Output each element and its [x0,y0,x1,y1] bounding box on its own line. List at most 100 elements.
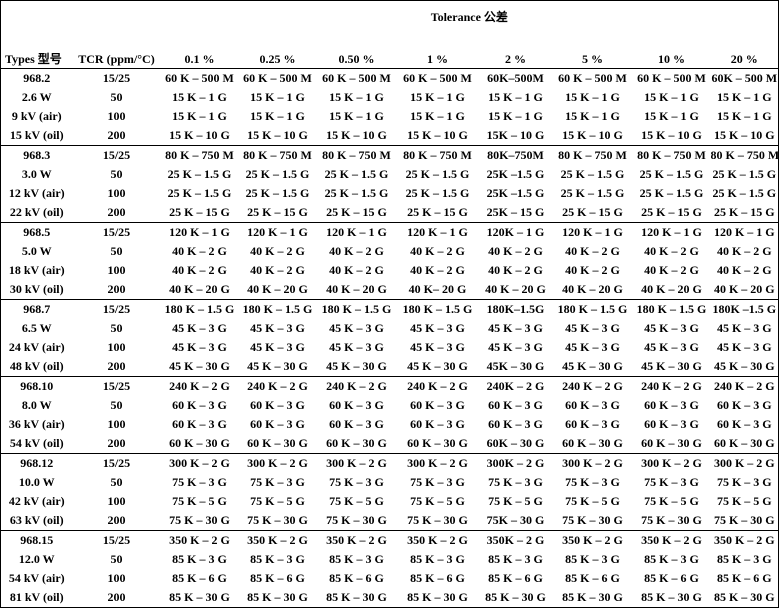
range-cell: 45 K – 3 G [644,340,699,354]
range-cell: 40 K – 2 G [250,244,305,258]
range-cell: 75 K – 30 G [326,513,387,527]
range-cell: 85 K – 30 G [326,590,387,604]
range-cell: 25 K – 1.5 G [167,186,232,200]
range-cell: 40 K – 2 G [329,244,384,258]
range-cell: 25 K – 1.5 G [167,167,232,181]
range-cell: 45K – 30 G [486,359,545,373]
tcr-cell: 200 [107,205,126,219]
range-cell: 120 K – 1 G [552,222,633,242]
type-cell: 5.0 W [21,244,52,258]
tolerance-heading: Tolerance 公差 [430,10,508,24]
tcr-cell: 50 [110,552,123,566]
table-row: 12.0 W 50 85 K – 3 G 85 K – 3 G 85 K – 3 G 85… [1,550,779,569]
range-cell: 240 K – 2 G [160,376,239,396]
table-row: 9 kV (air) 100 15 K – 1 G 15 K – 1 G 15 K – … [1,107,779,126]
range-cell: 15 K – 1 G [329,90,384,104]
tcr-cell: 50 [110,321,123,335]
range-cell: 75 K – 5 G [410,494,465,508]
table-row: 81 kV (oil) 200 85 K – 30 G 85 K – 30 G 85 K… [1,588,779,608]
range-cell: 60 K – 500 M [552,68,633,88]
range-cell: 40 K – 2 G [488,244,543,258]
range-cell: 85 K – 6 G [644,571,699,585]
range-cell: 85 K – 3 G [172,552,227,566]
header-row: Tolerance 公差 [1,1,779,34]
range-cell: 180 K – 1.5 G [160,299,239,319]
type-cell: 968.7 [0,299,73,319]
range-cell: 45 K – 30 G [562,359,623,373]
range-cell: 180 K – 1.5 G [316,299,397,319]
range-cell: 25 K – 1.5 G [324,167,389,181]
range-cell: 60 K – 30 G [713,436,775,450]
range-cell: 45 K – 3 G [716,340,772,354]
range-cell: 60 K – 3 G [172,398,227,412]
range-cell: 45 K – 3 G [716,321,772,335]
range-cell: 60 K – 3 G [716,417,772,431]
range-cell: 15 K – 1 G [250,109,305,123]
type-cell: 8.0 W [21,398,52,412]
tcr-cell: 15/25 [72,145,161,165]
range-cell: 45 K – 3 G [644,321,699,335]
range-cell: 300 K – 2 G [710,453,779,473]
range-cell: 75 K – 3 G [410,475,465,489]
range-cell: 75 K – 30 G [641,513,702,527]
range-cell: 60K – 30 G [486,436,545,450]
range-cell: 75 K – 3 G [488,475,543,489]
range-cell: 60 K – 3 G [488,398,543,412]
table-row: 2.6 W 50 15 K – 1 G 15 K – 1 G 15 K – 1 G 15 … [1,88,779,107]
range-cell: 45 K – 30 G [641,359,702,373]
range-cell: 60 K – 500 M [632,68,711,88]
range-cell: 180 K – 1.5 G [396,299,479,319]
range-cell: 300 K – 2 G [316,453,397,473]
tcr-cell: 15/25 [72,530,161,550]
range-cell: 80 K – 750 M [552,145,633,165]
header-spacer [1,1,161,34]
range-cell: 75 K – 5 G [329,494,384,508]
range-cell: 85 K – 3 G [565,552,620,566]
range-cell: 15 K – 1 G [410,109,465,123]
range-cell: 25 K – 1.5 G [405,167,470,181]
range-cell: 300K – 2 G [478,453,553,473]
range-cell: 85 K – 30 G [713,590,775,604]
tcr-cell: 15/25 [72,299,161,319]
range-cell: 15 K – 1 G [716,90,772,104]
range-cell: 240 K – 2 G [396,376,479,396]
header-row: Types 型号 TCR (ppm/°C) 0.1 % 0.25 % 0.50 % 1 %… [0,33,779,69]
range-cell: 25 K – 1.5 G [639,167,704,181]
type-cell: 968.10 [0,376,73,396]
range-cell: 350 K – 2 G [396,530,479,550]
table-row: 18 kV (air) 100 40 K – 2 G 40 K – 2 G 40 K –… [1,261,779,280]
range-cell: 350 K – 2 G [316,530,397,550]
type-cell: 9 kV (air) [11,109,62,123]
range-cell: 40 K – 2 G [410,244,465,258]
range-cell: 75 K – 3 G [250,475,305,489]
type-cell: 81 kV (oil) [9,590,64,604]
range-cell: 60 K – 3 G [172,417,227,431]
type-cell: 54 kV (air) [8,571,65,585]
range-cell: 75K – 30 G [486,513,545,527]
range-cell: 40 K – 20 G [326,282,387,296]
type-cell: 30 kV (oil) [9,282,64,296]
tcr-cell: 50 [110,244,123,258]
range-cell: 60 K – 30 G [326,436,387,450]
tcr-cell: 15/25 [72,222,161,242]
range-cell: 60 K – 500 M [396,68,479,88]
range-cell: 350 K – 2 G [632,530,711,550]
table-row: 6.5 W 50 45 K – 3 G 45 K – 3 G 45 K – 3 G 45 … [1,319,779,338]
tcr-cell: 50 [110,90,123,104]
range-cell: 60 K – 3 G [410,398,465,412]
tcr-cell: 100 [107,494,126,508]
range-cell: 25 K – 15 G [641,205,702,219]
range-cell: 80 K – 750 M [160,145,239,165]
range-cell: 60 K – 3 G [250,398,305,412]
range-cell: 40 K – 20 G [485,282,546,296]
range-cell: 60 K – 30 G [641,436,702,450]
range-cell: 15 K – 1 G [410,90,465,104]
range-cell: 85 K – 30 G [485,590,546,604]
column-header: 0.1 % [160,33,239,69]
range-cell: 60 K – 3 G [410,417,465,431]
range-cell: 45 K – 3 G [329,321,384,335]
range-cell: 15 K – 1 G [716,109,772,123]
table-row: 24 kV (air) 100 45 K – 3 G 45 K – 3 G 45 K –… [1,338,779,357]
range-cell: 60 K – 3 G [565,398,620,412]
table-row: 968.3 15/25 80 K – 750 M 80 K – 750 M 80 K –… [0,145,779,165]
